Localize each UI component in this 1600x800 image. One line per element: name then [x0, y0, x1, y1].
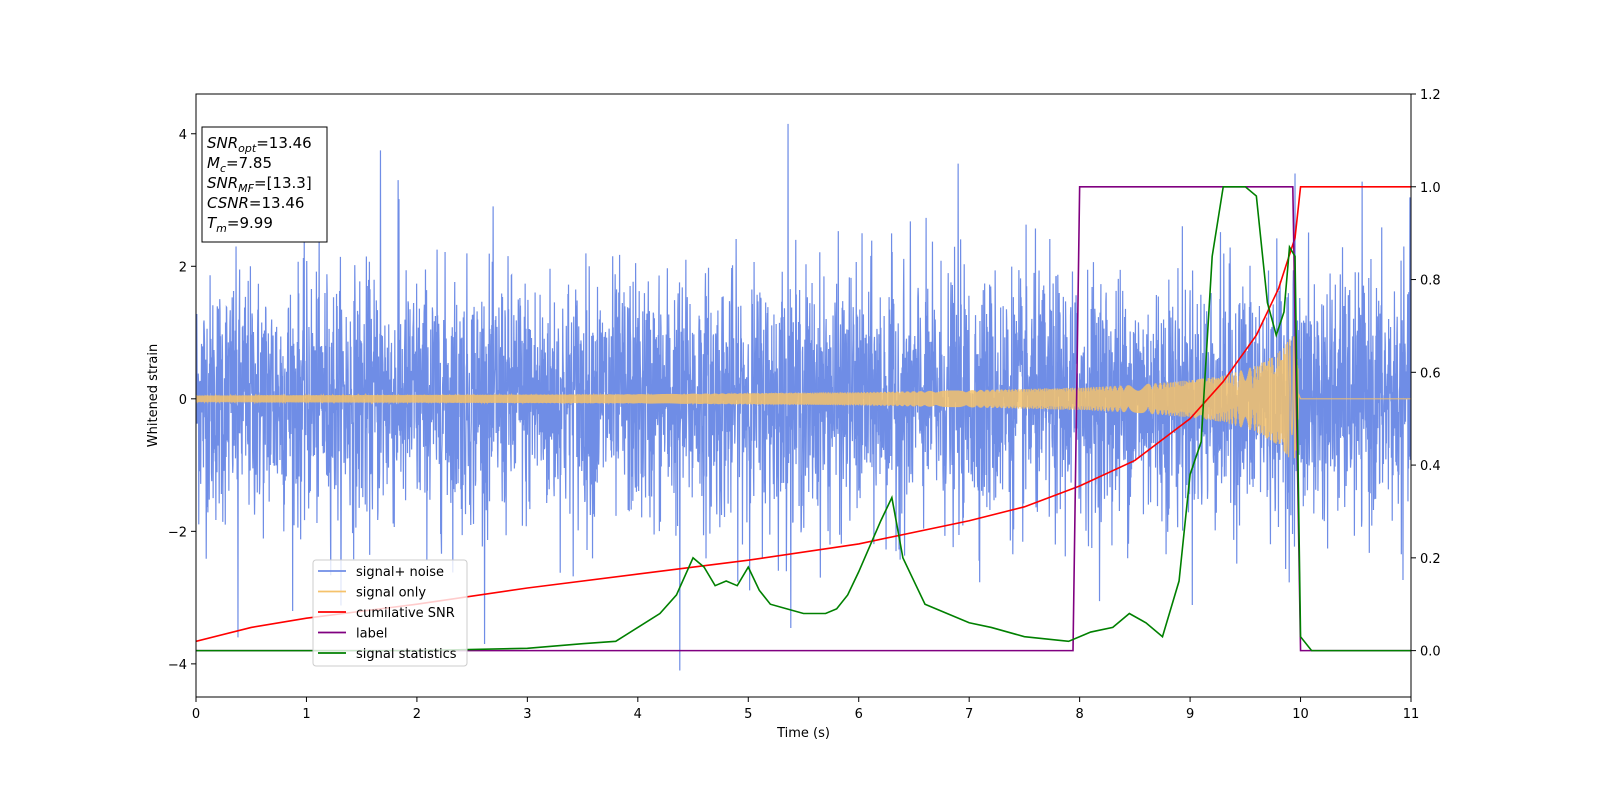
- y-tick-label: 0: [179, 393, 187, 408]
- y-axis-label: Whitened strain: [146, 344, 161, 447]
- info-subscript: opt: [238, 142, 257, 155]
- info-subscript: c: [220, 162, 226, 175]
- info-subscript: m: [216, 222, 227, 235]
- info-line: Tm=9.99: [207, 214, 273, 235]
- y-tick-label: −4: [168, 658, 187, 673]
- info-value: =[13.3]: [254, 174, 312, 192]
- y2-tick-label: 0.8: [1420, 274, 1441, 289]
- legend-frame: [312, 559, 468, 667]
- legend-label-signal-noise: signal+ noise: [356, 565, 444, 580]
- y-tick-label: 4: [179, 128, 187, 143]
- x-tick-label: 1: [302, 707, 310, 722]
- info-symbol: SNR: [207, 174, 238, 192]
- legend: signal+ noise signal only cumilative SNR la…: [312, 559, 468, 667]
- y2-tick-label: 0.6: [1420, 366, 1441, 381]
- axes-frame: [195, 93, 1412, 698]
- legend-label-label: label: [356, 627, 387, 642]
- series-signal-only-line: [196, 336, 1411, 459]
- y2-tick-label: 0.4: [1420, 459, 1441, 474]
- x-tick-label: 2: [413, 707, 421, 722]
- info-line: CSNR=13.46: [207, 194, 304, 212]
- info-value: =13.46: [249, 194, 305, 212]
- info-value: =13.46: [256, 134, 312, 152]
- info-symbol: M: [207, 154, 220, 172]
- info-line: SNRMF=[13.3]: [207, 174, 312, 195]
- y2-tick-label: 0.2: [1420, 552, 1441, 567]
- info-box-frame: [201, 126, 328, 243]
- info-symbol: SNR: [207, 134, 238, 152]
- y2-tick-label: 1.0: [1420, 181, 1441, 196]
- legend-label-signal-statistics: signal statistics: [356, 647, 457, 662]
- x-tick-label: 5: [744, 707, 752, 722]
- y2-tick-label: 1.2: [1420, 88, 1441, 103]
- legend-label-cumilative-snr: cumilative SNR: [356, 606, 455, 621]
- y-tick-label: −2: [168, 525, 187, 540]
- x-tick-label: 0: [192, 707, 200, 722]
- x-tick-label: 6: [855, 707, 863, 722]
- x-tick-label: 3: [523, 707, 531, 722]
- info-value: =7.85: [226, 154, 272, 172]
- axis-ticks: 0 1 2 3 4 5 6 7 8 9 10 11 4 2 0 −2 −4 1.2 1.0 0.8 0.6 0.4 0.2 0…: [168, 88, 1441, 722]
- x-tick-label: 7: [965, 707, 973, 722]
- y-tick-label: 2: [179, 260, 187, 275]
- info-subscript: MF: [238, 182, 254, 195]
- info-line: Mc=7.85: [207, 154, 272, 175]
- series-signal-statistics-line: [196, 185, 1411, 652]
- info-symbol: T: [207, 214, 218, 232]
- info-annotation-box: SNRopt=13.46Mc=7.85SNRMF=[13.3]CSNR=13.4…: [201, 126, 328, 243]
- info-symbol: CSNR: [207, 194, 249, 212]
- x-tick-label: 10: [1292, 707, 1309, 722]
- info-value: =9.99: [227, 214, 273, 232]
- info-line: SNRopt=13.46: [207, 134, 312, 155]
- x-tick-label: 4: [634, 707, 642, 722]
- x-axis-label: Time (s): [776, 726, 830, 741]
- x-tick-label: 8: [1075, 707, 1083, 722]
- legend-label-signal-only: signal only: [356, 586, 426, 601]
- y2-tick-label: 0.0: [1420, 645, 1441, 660]
- x-tick-label: 9: [1186, 707, 1194, 722]
- x-tick-label: 11: [1403, 707, 1420, 722]
